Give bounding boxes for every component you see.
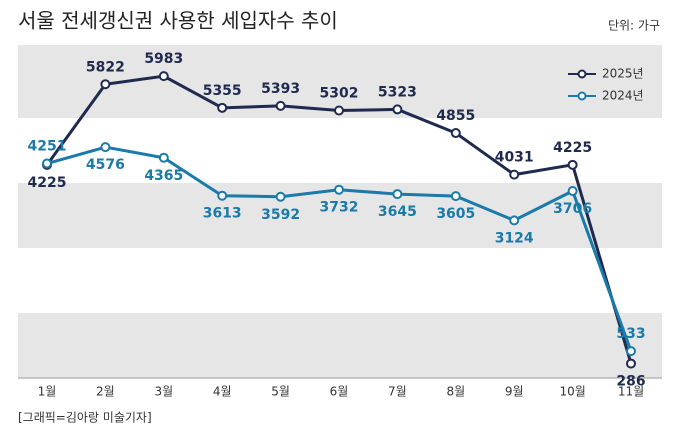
- data-label: 5355: [203, 83, 242, 99]
- data-label: 3645: [378, 204, 417, 220]
- data-label: 4576: [86, 157, 125, 173]
- data-label: 5983: [144, 51, 183, 67]
- unit: 단위: 가구: [608, 19, 660, 33]
- data-label: 5302: [320, 85, 359, 101]
- point: [392, 104, 403, 115]
- data-label: 286: [616, 374, 645, 390]
- data-label: 5393: [261, 81, 300, 97]
- data-label: 3613: [203, 206, 242, 222]
- data-label: 3592: [261, 207, 300, 223]
- point: [567, 159, 578, 170]
- legend-marker: [577, 91, 587, 101]
- point: [334, 184, 344, 195]
- source: [그래픽=김아랑 미술기자]: [18, 411, 152, 425]
- point: [100, 142, 111, 153]
- data-label: 3706: [553, 201, 592, 217]
- point: [275, 100, 286, 111]
- legend-label: 2024년: [602, 89, 644, 103]
- x-tick-label: 3월: [154, 385, 173, 399]
- point: [626, 346, 636, 357]
- x-tick-label: 5월: [271, 385, 290, 399]
- band: [18, 313, 662, 378]
- point: [275, 191, 286, 202]
- x-tick-label: 7월: [388, 385, 407, 399]
- data-label: 5822: [86, 59, 125, 75]
- x-tick-label: 10월: [559, 385, 585, 399]
- point: [567, 186, 578, 197]
- point: [626, 358, 636, 369]
- data-label: 533: [616, 326, 645, 342]
- legend-marker: [577, 69, 587, 79]
- data-label: 4855: [436, 108, 475, 124]
- point: [450, 128, 461, 139]
- point: [158, 152, 169, 163]
- point: [217, 102, 228, 113]
- x-tick-label: 2월: [96, 385, 115, 399]
- data-label: 4251: [28, 139, 67, 155]
- x-tick-label: 4월: [213, 385, 232, 399]
- point: [158, 71, 169, 82]
- data-label: 3732: [320, 200, 359, 216]
- chart-title: 서울 전세갱신권 사용한 세입자수 추이: [18, 9, 338, 33]
- x-tick-label: 1월: [38, 385, 57, 399]
- point: [509, 215, 520, 226]
- point: [450, 191, 461, 202]
- data-label: 3124: [495, 230, 534, 246]
- point: [100, 79, 111, 90]
- point: [392, 189, 403, 200]
- x-tick-label: 11월: [618, 385, 644, 399]
- legend-label: 2025년: [602, 67, 644, 81]
- data-label: 4225: [28, 175, 67, 191]
- point: [509, 169, 520, 180]
- data-label: 4031: [495, 150, 534, 166]
- point: [42, 158, 52, 169]
- data-label: 5323: [378, 84, 417, 100]
- point: [334, 105, 344, 116]
- data-label: 3605: [436, 206, 475, 222]
- x-tick-label: 8월: [446, 385, 465, 399]
- x-tick-label: 9월: [505, 385, 524, 399]
- point: [217, 190, 228, 201]
- x-tick-label: 6월: [330, 385, 349, 399]
- data-label: 4225: [553, 140, 592, 156]
- data-label: 4365: [144, 168, 183, 184]
